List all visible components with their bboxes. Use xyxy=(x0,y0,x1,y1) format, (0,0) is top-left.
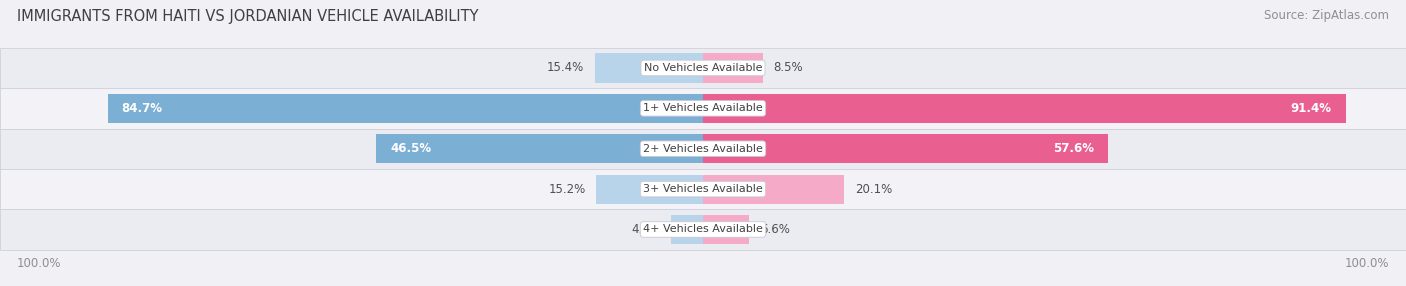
Text: 15.2%: 15.2% xyxy=(548,182,586,196)
Text: Source: ZipAtlas.com: Source: ZipAtlas.com xyxy=(1264,9,1389,21)
Bar xyxy=(0,88,1406,128)
Bar xyxy=(375,134,703,163)
Text: 2+ Vehicles Available: 2+ Vehicles Available xyxy=(643,144,763,154)
Bar xyxy=(107,94,703,123)
Text: 3+ Vehicles Available: 3+ Vehicles Available xyxy=(643,184,763,194)
Text: 20.1%: 20.1% xyxy=(855,182,891,196)
Bar xyxy=(596,174,703,204)
Text: 57.6%: 57.6% xyxy=(1053,142,1094,155)
Text: 4.5%: 4.5% xyxy=(631,223,661,236)
Bar xyxy=(672,215,703,244)
Bar xyxy=(595,53,703,82)
Text: 6.6%: 6.6% xyxy=(759,223,790,236)
Bar xyxy=(0,169,1406,209)
Bar xyxy=(703,94,1346,123)
Text: 4+ Vehicles Available: 4+ Vehicles Available xyxy=(643,225,763,235)
Text: 100.0%: 100.0% xyxy=(17,257,62,270)
Bar xyxy=(703,174,844,204)
Text: 46.5%: 46.5% xyxy=(389,142,432,155)
Bar xyxy=(0,48,1406,88)
Text: 91.4%: 91.4% xyxy=(1291,102,1331,115)
Text: 100.0%: 100.0% xyxy=(1344,257,1389,270)
Text: 1+ Vehicles Available: 1+ Vehicles Available xyxy=(643,103,763,113)
Text: 8.5%: 8.5% xyxy=(773,61,803,74)
Bar xyxy=(703,134,1108,163)
Bar xyxy=(703,53,762,82)
Text: 15.4%: 15.4% xyxy=(547,61,585,74)
Bar xyxy=(0,128,1406,169)
Text: IMMIGRANTS FROM HAITI VS JORDANIAN VEHICLE AVAILABILITY: IMMIGRANTS FROM HAITI VS JORDANIAN VEHIC… xyxy=(17,9,478,23)
Text: 84.7%: 84.7% xyxy=(121,102,163,115)
Text: No Vehicles Available: No Vehicles Available xyxy=(644,63,762,73)
Bar xyxy=(703,215,749,244)
Bar xyxy=(0,209,1406,250)
